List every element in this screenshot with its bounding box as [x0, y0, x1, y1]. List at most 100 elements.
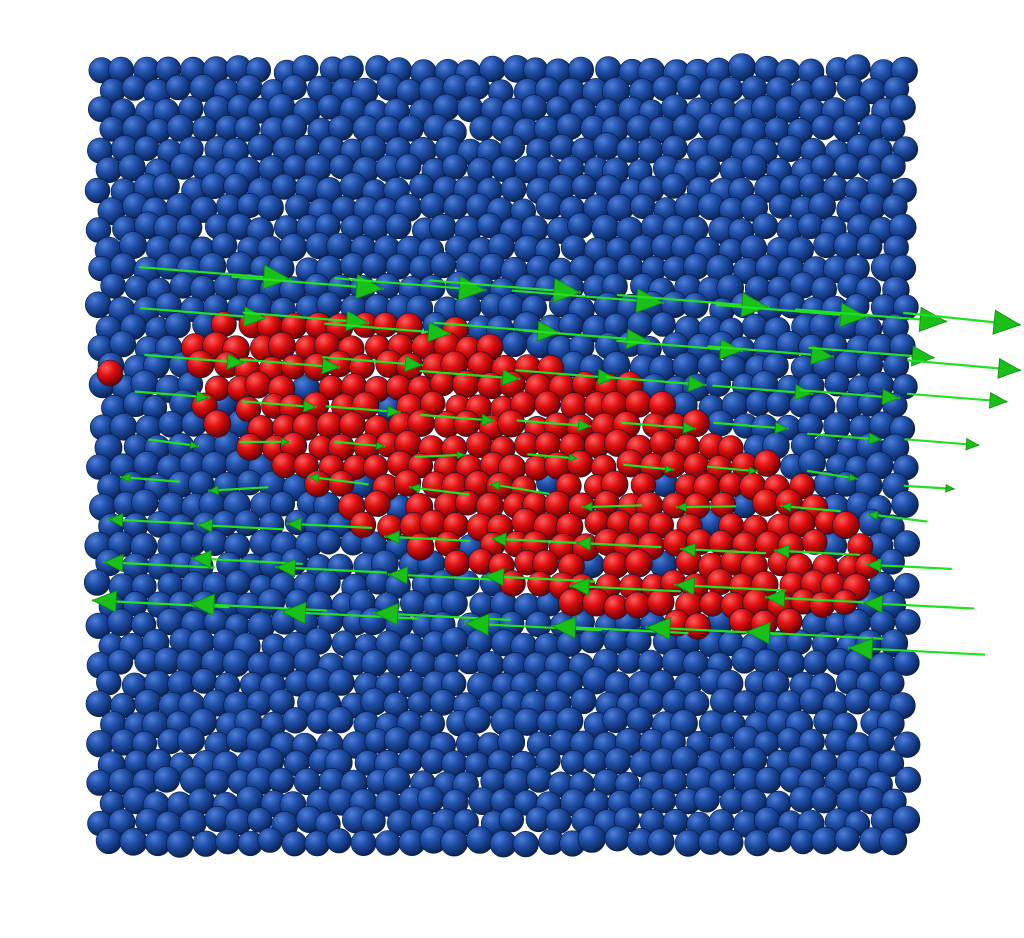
matrix-particles-layer: [83, 53, 921, 858]
particle-matrix: [717, 829, 744, 856]
particle-matrix: [808, 191, 837, 220]
particle-matrix: [304, 830, 331, 857]
velocity-vector: [490, 532, 578, 547]
vector-head: [992, 309, 1021, 335]
particle-matrix: [119, 827, 148, 856]
vector-head: [384, 530, 400, 545]
particle-matrix: [856, 233, 883, 260]
vector-head: [945, 484, 955, 493]
velocity-vector: [569, 577, 682, 597]
velocity-vector: [334, 440, 386, 450]
particle-matrix: [85, 291, 112, 319]
vector-head: [680, 542, 696, 557]
particle-matrix: [177, 726, 205, 755]
vector-shaft: [526, 453, 579, 460]
vector-head: [862, 594, 884, 614]
particle-matrix: [844, 688, 871, 715]
vector-head: [119, 472, 131, 483]
velocity-vector: [419, 369, 521, 386]
velocity-vector: [148, 438, 200, 450]
particle-matrix: [894, 766, 921, 793]
particle-matrix: [803, 650, 829, 676]
vector-head: [848, 473, 858, 482]
particle-matrix: [526, 766, 553, 793]
vector-head: [774, 421, 789, 435]
particle-matrix: [577, 824, 606, 853]
particle-matrix: [201, 529, 228, 557]
velocity-vector: [605, 375, 707, 393]
vector-head: [664, 464, 675, 474]
particle-inclusion: [776, 608, 803, 635]
vector-head: [625, 328, 650, 350]
particle-inclusion: [527, 571, 553, 597]
velocity-vector: [616, 292, 770, 318]
velocity-vector: [414, 450, 466, 460]
vector-head: [302, 399, 317, 413]
vector-head: [489, 480, 501, 491]
particle-matrix: [131, 489, 159, 517]
particle-matrix: [121, 75, 148, 101]
vector-head: [195, 390, 210, 403]
particle-matrix: [808, 392, 836, 420]
vector-shaft: [903, 484, 955, 490]
particle-matrix: [797, 448, 826, 477]
vector-head: [491, 532, 507, 547]
particle-matrix: [211, 232, 238, 259]
particle-matrix: [109, 330, 137, 358]
particle-matrix: [441, 153, 468, 180]
particle-inclusion: [406, 532, 435, 561]
particle-matrix: [694, 154, 721, 181]
velocity-vector: [522, 328, 650, 350]
particle-matrix: [879, 115, 906, 142]
velocity-vector: [207, 485, 269, 496]
particle-matrix: [326, 706, 354, 734]
vector-head: [577, 419, 592, 432]
velocity-vector: [904, 437, 980, 451]
vector-head: [682, 421, 697, 434]
particle-matrix: [337, 55, 364, 82]
particle-matrix: [281, 74, 308, 101]
vector-head: [918, 306, 948, 332]
vector-head: [581, 501, 593, 512]
velocity-vector: [764, 588, 877, 608]
vector-shaft: [119, 476, 181, 483]
velocity-vector: [241, 399, 317, 413]
particle-inclusion: [558, 588, 586, 617]
vector-head: [464, 613, 490, 637]
particle-matrix: [893, 731, 921, 758]
velocity-vector: [674, 576, 787, 596]
vector-head: [687, 375, 707, 393]
particle-matrix: [269, 491, 296, 517]
particle-matrix: [833, 232, 861, 260]
particle-matrix: [84, 177, 111, 204]
velocity-vector: [286, 517, 373, 532]
velocity-vector: [197, 518, 284, 533]
vector-head: [965, 437, 980, 451]
velocity-vector: [675, 501, 737, 513]
velocity-vector: [907, 357, 1022, 379]
particle-matrix: [674, 829, 702, 857]
particle-matrix: [191, 668, 217, 694]
vector-shaft: [489, 483, 550, 495]
vector-head: [740, 292, 769, 318]
particle-matrix: [95, 827, 122, 854]
particle-matrix: [604, 825, 631, 852]
particle-matrix: [385, 213, 412, 240]
particle-inclusion: [443, 549, 471, 577]
particle-matrix: [153, 765, 181, 793]
particle-matrix: [200, 172, 228, 200]
particle-matrix: [567, 212, 594, 239]
velocity-vector: [322, 355, 423, 373]
vector-head: [404, 355, 423, 373]
velocity-vector: [511, 288, 664, 314]
particle-inclusion: [394, 469, 422, 497]
particle-matrix: [281, 830, 308, 857]
particle-matrix: [192, 830, 219, 857]
particle-matrix: [512, 830, 539, 858]
particle-matrix: [776, 135, 804, 163]
particle-inclusion: [236, 433, 264, 461]
velocity-vector: [621, 421, 697, 434]
vector-shaft: [675, 505, 737, 509]
vector-head: [286, 517, 303, 532]
